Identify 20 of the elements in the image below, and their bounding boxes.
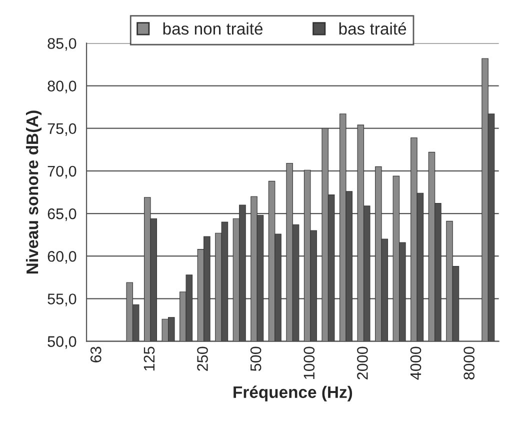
y-axis-title: Niveau sonore dB(A) xyxy=(26,110,42,274)
y-tick-label: 60,0 xyxy=(48,250,76,264)
x-axis-title: Fréquence (Hz) xyxy=(234,386,352,402)
y-tick-label: 65,0 xyxy=(48,208,76,222)
x-tick-label: 4000 xyxy=(410,346,422,380)
y-tick-label: 85,0 xyxy=(48,38,76,51)
y-tick-label: 80,0 xyxy=(48,80,76,94)
x-tick-label: 1000 xyxy=(304,346,315,379)
y-tick-label: 70,0 xyxy=(48,166,76,178)
y-tick-label: 75,0 xyxy=(48,123,76,136)
x-tick-label: 250 xyxy=(197,346,208,371)
x-tick-label: 8000 xyxy=(464,346,474,380)
y-tick-label: 55,0 xyxy=(48,294,76,306)
x-tick-label: 500 xyxy=(250,346,262,372)
x-tick-label: 63 xyxy=(90,346,102,362)
legend-label: bas non traité xyxy=(163,22,263,35)
y-tick-label: 50,0 xyxy=(48,336,76,349)
x-tick-label: 125 xyxy=(144,346,155,370)
legend-label: bas traité xyxy=(339,22,406,35)
x-tick-label: 2000 xyxy=(357,346,368,380)
